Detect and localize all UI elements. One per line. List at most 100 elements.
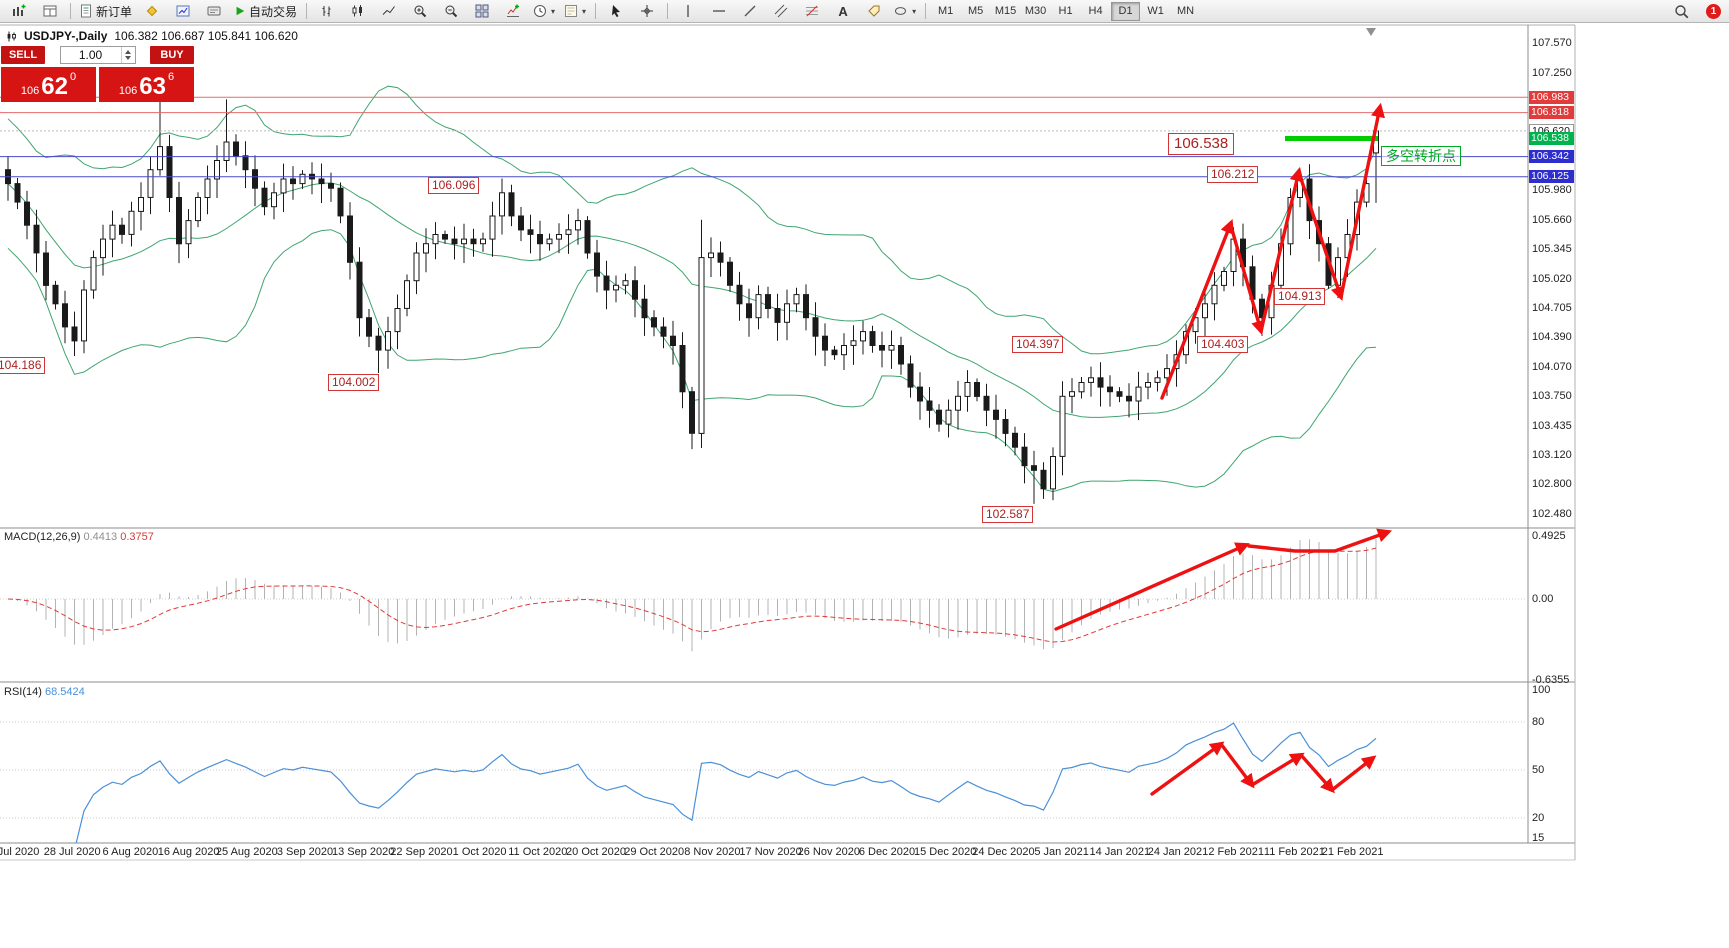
timeframe-h1-button[interactable]: H1	[1058, 4, 1073, 17]
terminal-button[interactable]	[199, 0, 229, 22]
candle	[841, 345, 847, 356]
notification-badge[interactable]: 1	[1706, 3, 1721, 19]
profiles-button[interactable]	[35, 0, 65, 22]
candle	[318, 178, 325, 185]
date-label: 14 Jan 2021	[1089, 846, 1151, 858]
price-tick: 107.250	[1532, 66, 1572, 79]
candle	[622, 280, 629, 286]
lot-spinner[interactable]	[120, 47, 135, 63]
timeframe-d1-button[interactable]: D1	[1111, 1, 1141, 21]
candle	[632, 280, 638, 300]
candle	[974, 382, 980, 397]
price-label-object[interactable]: 104.397	[1012, 336, 1064, 353]
autotrading-button[interactable]: 自动交易	[230, 0, 301, 22]
candle	[261, 187, 268, 208]
candle	[1211, 284, 1218, 305]
candle	[252, 169, 258, 189]
fibonacci-tool-button[interactable]	[797, 0, 827, 22]
trendline-tool-button[interactable]	[735, 0, 765, 22]
candle	[660, 326, 667, 337]
candle	[90, 257, 97, 291]
rsi-tick: 15	[1532, 832, 1545, 844]
candle	[366, 317, 372, 337]
price-tick: 104.390	[1532, 331, 1572, 344]
date-label: 3 Sep 2020	[276, 846, 334, 858]
trend-arrow-main	[1339, 102, 1385, 299]
buy-price-prefix: 106	[118, 85, 138, 97]
indicators-button[interactable]	[498, 0, 528, 22]
label-tag-icon	[868, 5, 880, 17]
timeframe-h4-button[interactable]: H4	[1088, 4, 1103, 17]
rsi-tick: 50	[1532, 764, 1545, 776]
timeframe-m1-button[interactable]: M1	[937, 4, 954, 17]
cursor-button[interactable]	[601, 0, 631, 22]
candle	[1202, 303, 1208, 319]
label-tool-button[interactable]	[859, 0, 889, 22]
timeframe-m30-button[interactable]: M30	[1024, 4, 1047, 17]
bar-chart-type-button[interactable]	[312, 0, 342, 22]
price-tick: 103.750	[1532, 390, 1572, 403]
candle	[185, 220, 192, 245]
line-chart-type-button[interactable]	[374, 0, 404, 22]
price-tick: 105.345	[1532, 242, 1572, 255]
price-label-object[interactable]: 106.212	[1207, 166, 1259, 183]
sell-price-button[interactable]: 106 62 0	[1, 67, 96, 102]
price-label-object[interactable]: 106.096	[428, 177, 480, 194]
candle	[869, 331, 876, 347]
lot-size-input[interactable]: 1.00	[59, 46, 136, 64]
horizontal-line-tool-button[interactable]	[704, 0, 734, 22]
timeframe-m5-button[interactable]: M5	[967, 4, 984, 17]
channel-tool-button[interactable]	[766, 0, 796, 22]
price-label-object[interactable]: 106.538	[1168, 133, 1235, 155]
market-watch-button[interactable]	[168, 0, 198, 22]
search-icon	[1674, 4, 1688, 18]
shapes-tool-button[interactable]: ▾	[890, 0, 920, 22]
candle	[138, 197, 144, 212]
price-label-object[interactable]: 104.002	[328, 374, 380, 391]
zoom-out-button[interactable]	[436, 0, 466, 22]
buy-price-button[interactable]: 106 63 6	[99, 67, 194, 102]
periods-button[interactable]: ▾	[529, 0, 559, 22]
buy-button[interactable]: BUY	[150, 46, 194, 64]
metaeditor-button[interactable]	[137, 0, 167, 22]
candle-chart-type-button[interactable]	[343, 0, 373, 22]
date-label: 2 Feb 2021	[1208, 846, 1265, 858]
periods-clock-icon	[534, 5, 547, 17]
candle	[850, 340, 857, 346]
candle	[195, 197, 201, 222]
crosshair-button[interactable]	[632, 0, 662, 22]
candle	[641, 298, 648, 319]
tile-windows-button[interactable]	[467, 0, 497, 22]
macd-tick: 0.00	[1532, 593, 1554, 605]
price-label-object[interactable]: 104.403	[1197, 336, 1249, 353]
vertical-line-tool-button[interactable]	[673, 0, 703, 22]
spinner-down-icon[interactable]	[125, 56, 131, 60]
price-label-object[interactable]: 104.913	[1274, 288, 1326, 305]
price-label-object[interactable]: 104.186	[0, 357, 46, 374]
templates-button[interactable]: ▾	[560, 0, 590, 22]
sell-price-big: 62	[41, 73, 68, 100]
line-chart-type-icon	[382, 6, 395, 15]
text-tool-button[interactable]: A	[828, 0, 858, 22]
price-label-object[interactable]: 102.587	[982, 506, 1034, 523]
new-chart-button[interactable]	[4, 0, 34, 22]
timeframe-m15-button[interactable]: M15	[994, 4, 1017, 17]
lot-value[interactable]: 1.00	[78, 48, 103, 62]
spinner-up-icon[interactable]	[125, 50, 131, 54]
candle	[1221, 271, 1227, 286]
timeframe-w1-button[interactable]: W1	[1147, 4, 1164, 17]
sell-button[interactable]: SELL	[1, 46, 45, 64]
candle	[1116, 391, 1123, 397]
zoom-in-button[interactable]	[405, 0, 435, 22]
search-button[interactable]	[1666, 0, 1696, 22]
date-label: 29 Oct 2020	[624, 846, 685, 858]
candle	[926, 400, 933, 411]
turning-point-text-label[interactable]: 多空转折点	[1381, 146, 1461, 166]
rsi-tick: 80	[1532, 716, 1545, 728]
new-order-button[interactable]: 新订单	[76, 0, 136, 22]
timeframe-mn-button[interactable]: MN	[1177, 4, 1195, 17]
candle	[375, 335, 382, 351]
date-label: 26 Nov 2020	[797, 846, 860, 858]
candle	[1050, 456, 1056, 490]
